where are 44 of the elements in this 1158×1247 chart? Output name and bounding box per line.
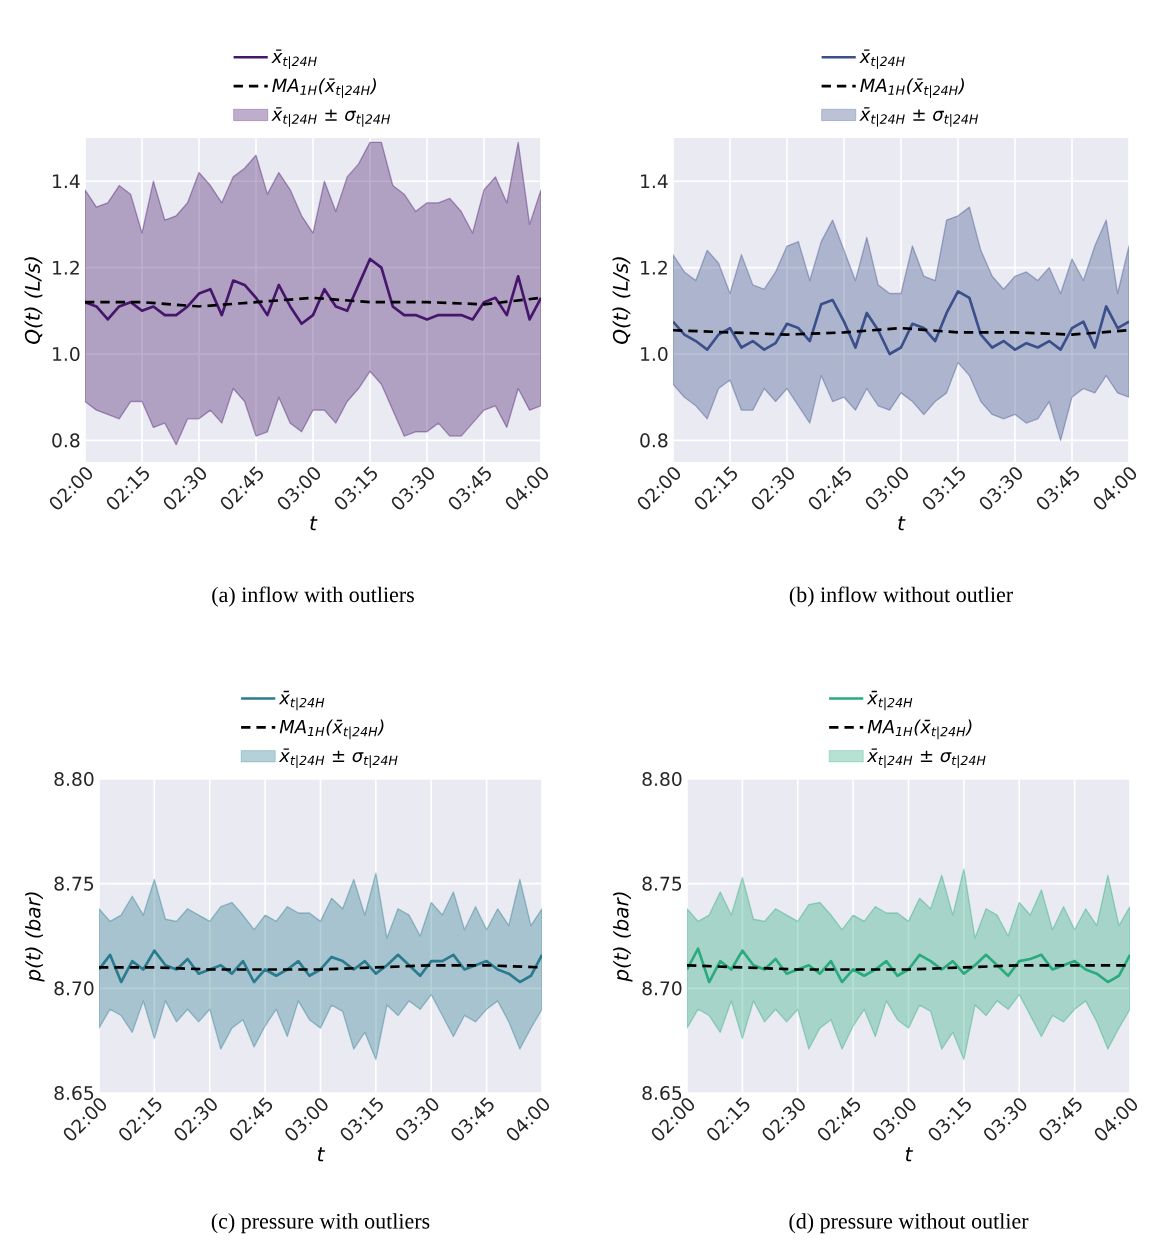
y-tick-label: 1.0 bbox=[53, 346, 80, 362]
text: x̄$_{t|24H}$ ± σ$_{t|24H}$ bbox=[866, 748, 986, 768]
y-tick-label: 8.70 bbox=[642, 981, 682, 996]
x-axis-title: t bbox=[905, 1147, 914, 1162]
y-tick-label: 1.0 bbox=[641, 346, 668, 362]
legend-label: x̄$_{t|24H}$ bbox=[859, 49, 905, 69]
x-axis-title: t bbox=[310, 516, 318, 531]
y-tick-label: 8.70 bbox=[54, 981, 94, 996]
y-tick-label: 1.2 bbox=[53, 260, 79, 275]
y-tick-label: 8.80 bbox=[642, 771, 682, 787]
legend-label: x̄$_{t|24H}$ bbox=[278, 690, 325, 711]
text: (b) inflow without outlier bbox=[789, 586, 1013, 607]
y-tick-label: 1.2 bbox=[641, 260, 667, 275]
text: x̄$_{t|24H}$ ± σ$_{t|24H}$ bbox=[271, 107, 391, 127]
y-tick-label: 1.4 bbox=[53, 174, 80, 189]
y-axis-title: Q(t) (L/s) bbox=[612, 257, 631, 344]
y-axis-title: p(t) (bar) bbox=[613, 892, 633, 982]
x-axis-title: t bbox=[898, 516, 906, 531]
text: (d) pressure without outlier bbox=[789, 1213, 1029, 1234]
line-series bbox=[687, 947, 1131, 984]
legend-label: MA$_{1H}$(x̄$_{t|24H}$) bbox=[279, 719, 384, 740]
text: x̄$_{t|24H}$ ± σ$_{t|24H}$ bbox=[278, 748, 398, 768]
y-tick-label: 1.4 bbox=[641, 174, 668, 189]
y-tick-label: 8.75 bbox=[642, 876, 682, 891]
line-series bbox=[99, 949, 542, 984]
y-tick-label: 0.8 bbox=[52, 433, 80, 448]
y-axis-title: Q(t) (L/s) bbox=[24, 257, 43, 344]
legend-label: MA$_{1H}$(x̄$_{t|24H}$) bbox=[272, 78, 376, 98]
y-tick-label: 8.65 bbox=[54, 1085, 94, 1101]
legend-label: x̄$_{t|24H}$ bbox=[866, 690, 913, 711]
line-series bbox=[673, 290, 1129, 356]
text: (c) pressure with outliers bbox=[211, 1213, 430, 1234]
legend-label: MA$_{1H}$(x̄$_{t|24H}$) bbox=[860, 78, 964, 98]
legend-label: x̄$_{t|24H}$ bbox=[271, 49, 317, 69]
y-tick-label: 8.75 bbox=[54, 876, 94, 891]
x-axis-title: t bbox=[317, 1147, 326, 1162]
line-series bbox=[85, 296, 541, 308]
y-tick-label: 8.65 bbox=[642, 1085, 682, 1101]
y-tick-label: 0.8 bbox=[640, 433, 668, 448]
text: x̄$_{t|24H}$ ± σ$_{t|24H}$ bbox=[859, 107, 979, 127]
y-axis-title: p(t) (bar) bbox=[25, 892, 45, 982]
legend-label: MA$_{1H}$(x̄$_{t|24H}$) bbox=[867, 719, 972, 740]
text: (a) inflow with outliers bbox=[212, 586, 414, 607]
y-tick-label: 8.80 bbox=[54, 771, 94, 787]
